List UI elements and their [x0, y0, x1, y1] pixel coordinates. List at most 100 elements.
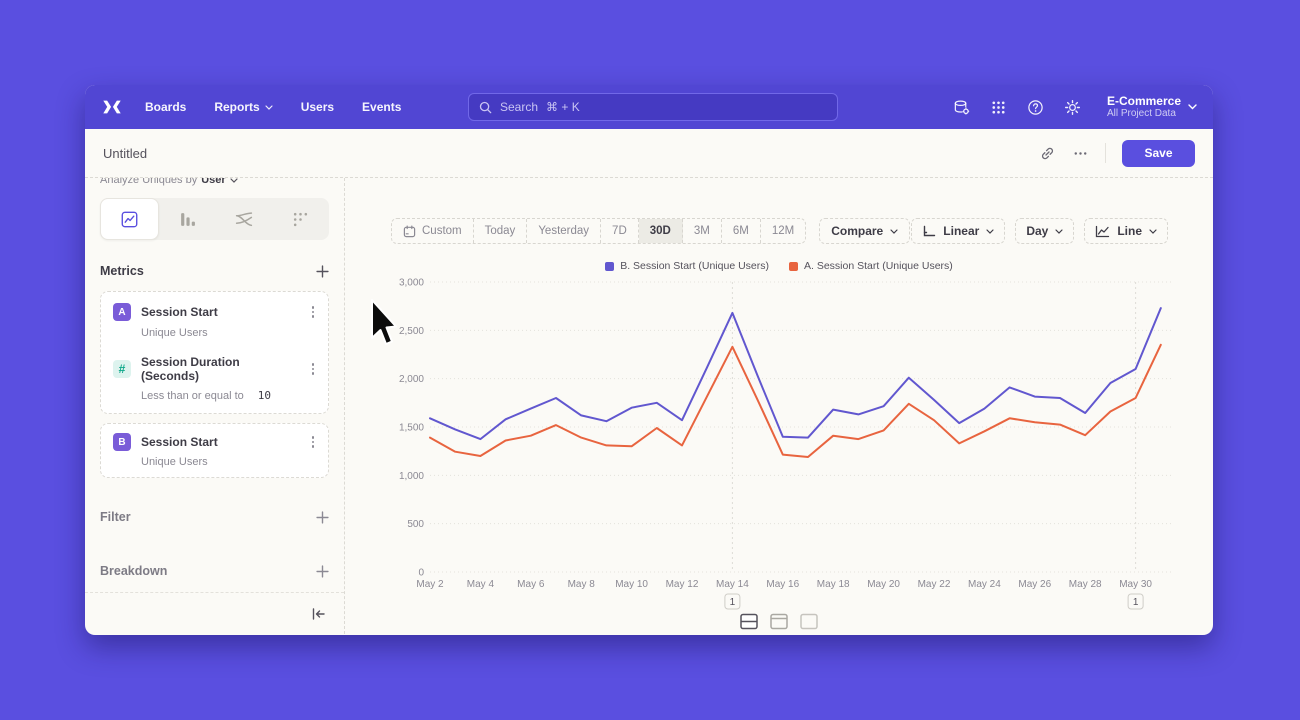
x-tick-label: May 28: [1069, 579, 1102, 590]
add-filter-button[interactable]: [316, 510, 329, 524]
nav-link-reports[interactable]: Reports: [214, 100, 273, 114]
chevron-down-icon: [230, 178, 238, 183]
save-button[interactable]: Save: [1122, 139, 1195, 167]
svg-text:1: 1: [730, 597, 736, 608]
nav-link-users[interactable]: Users: [300, 100, 335, 114]
nav-links: Boards Reports Users Events: [145, 100, 401, 114]
line-dropdown[interactable]: Line: [1084, 218, 1168, 244]
y-tick-label: 2,000: [399, 374, 424, 385]
panel-view-icon[interactable]: [800, 613, 819, 630]
funnels-icon: [180, 212, 195, 226]
legend-swatch: [789, 261, 798, 271]
chevron-down-icon: [986, 228, 994, 234]
property-operator[interactable]: Less than or equal to 10: [141, 389, 271, 402]
project-selector[interactable]: E-Commerce All Project Data: [1107, 94, 1197, 120]
x-tick-label: May 14: [716, 579, 749, 590]
filter-section: Filter: [100, 510, 329, 524]
chart-panel: Custom Today Yesterday 7D 30D 3M 6M 12M Compare…: [345, 178, 1213, 634]
day-dropdown[interactable]: Day: [1015, 218, 1075, 244]
chart-and-table-view-icon[interactable]: [740, 613, 759, 630]
search-icon: [479, 101, 492, 113]
chevron-down-icon: [265, 104, 273, 110]
report-type-tabs: [100, 198, 329, 240]
apps-grid-icon[interactable]: [990, 99, 1007, 116]
series-line-a[interactable]: [429, 343, 1162, 458]
add-metric-button[interactable]: [316, 264, 329, 278]
search-shortcut: ⌘ + K: [546, 100, 580, 114]
linear-axis-icon: [924, 225, 936, 236]
tab-retention[interactable]: [272, 198, 329, 240]
legend-item[interactable]: B. Session Start (Unique Users): [605, 260, 769, 272]
x-tick-label: May 8: [568, 579, 596, 590]
range-12m[interactable]: 12M: [771, 225, 795, 237]
divider: [1105, 143, 1106, 163]
metric-menu-icon[interactable]: [310, 304, 317, 320]
legend-item[interactable]: A. Session Start (Unique Users): [789, 260, 953, 272]
x-tick-labels: May 2 May 4 May 6 May 8 May 10 May 12 May 14 Ma…: [416, 579, 1152, 590]
range-7d[interactable]: 7D: [601, 219, 639, 243]
nav-link-events[interactable]: Events: [362, 100, 402, 114]
filter-title: Filter: [100, 510, 131, 524]
range-6m[interactable]: 6M: [722, 219, 761, 243]
line-chart-icon: [1096, 225, 1110, 237]
nav-link-boards[interactable]: Boards: [145, 100, 187, 114]
breakdown-section: Breakdown: [100, 564, 329, 578]
annotation-badge[interactable]: [1127, 593, 1144, 610]
x-tick-label: May 2: [416, 579, 444, 590]
linear-dropdown[interactable]: Linear: [911, 218, 1006, 244]
range-3m[interactable]: 3M: [683, 219, 722, 243]
chart-top-view-icon[interactable]: [770, 613, 789, 630]
annotation-badge[interactable]: [724, 593, 741, 610]
metric-card-a[interactable]: A Session Start Unique Users # Session D…: [100, 291, 329, 414]
compare-dropdown[interactable]: Compare: [819, 218, 911, 244]
metric-card-b[interactable]: B Session Start Unique Users: [100, 423, 329, 478]
flows-icon: [235, 211, 253, 226]
x-tick-label: May 16: [766, 579, 799, 590]
collapse-sidebar-icon[interactable]: [311, 607, 326, 621]
analyze-value-dropdown[interactable]: User: [201, 178, 226, 186]
metric-subtitle[interactable]: Unique Users: [141, 456, 208, 468]
metric-menu-icon[interactable]: [310, 434, 317, 450]
series-line-b[interactable]: [429, 307, 1162, 441]
line-chart: 0 500 1,000 1,500 2,000 2,500 3,000 1 1 May 2 May …: [399, 272, 1189, 625]
chevron-down-icon: [1149, 228, 1157, 234]
x-tick-label: May 22: [918, 579, 951, 590]
range-today[interactable]: Today: [474, 219, 528, 243]
view-layout-toggles: [740, 613, 819, 630]
add-breakdown-button[interactable]: [316, 564, 329, 578]
y-tick-label: 1,000: [399, 471, 424, 482]
report-title[interactable]: Untitled: [103, 145, 148, 161]
search-placeholder: Search: [500, 100, 539, 114]
metrics-title: Metrics: [100, 264, 144, 278]
tab-flows[interactable]: [216, 198, 273, 240]
metric-subtitle[interactable]: Unique Users: [141, 327, 208, 339]
settings-gear-icon[interactable]: [1064, 99, 1081, 116]
mixpanel-logo-icon[interactable]: [101, 96, 123, 118]
tab-insights[interactable]: [100, 198, 159, 240]
data-connections-icon[interactable]: [953, 99, 970, 116]
range-custom[interactable]: Custom: [392, 219, 474, 243]
help-icon[interactable]: [1027, 99, 1044, 116]
y-gridlines: 0 500 1,000 1,500 2,000 2,500 3,000: [399, 278, 1171, 579]
range-yesterday[interactable]: Yesterday: [527, 219, 602, 243]
app-window: Boards Reports Users Events Search ⌘ + K: [85, 85, 1213, 635]
x-tick-label: May 18: [817, 579, 850, 590]
insights-icon: [121, 211, 138, 227]
analyze-prefix-label: Analyze Uniques by: [100, 178, 198, 186]
query-builder-sidebar: Analyze Uniques by User: [85, 178, 345, 634]
metrics-header: Metrics: [100, 264, 329, 278]
more-options-icon[interactable]: [1072, 145, 1089, 162]
legend-swatch: [605, 261, 615, 271]
y-tick-label: 500: [407, 519, 424, 530]
property-menu-icon[interactable]: [310, 361, 317, 377]
search-input[interactable]: Search ⌘ + K: [468, 93, 838, 121]
metric-title: Session Start: [141, 435, 218, 449]
y-tick-label: 0: [418, 568, 424, 579]
property-value[interactable]: 10: [257, 389, 271, 402]
share-link-icon[interactable]: [1039, 145, 1056, 162]
tab-funnels[interactable]: [159, 198, 216, 240]
range-30d[interactable]: 30D: [638, 219, 683, 243]
x-tick-label: May 30: [1119, 579, 1152, 590]
